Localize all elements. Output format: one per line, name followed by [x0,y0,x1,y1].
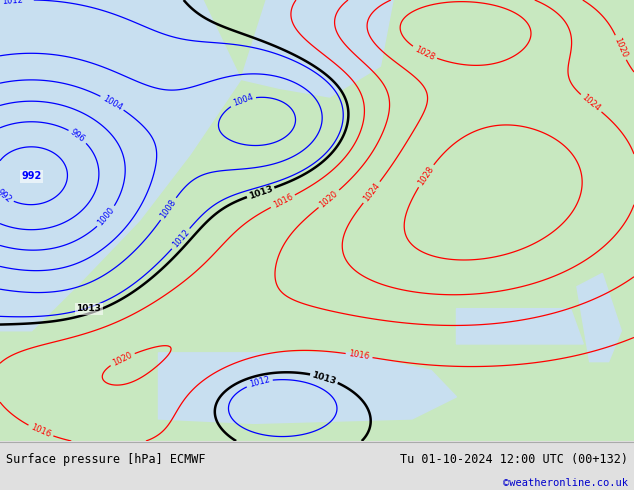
Polygon shape [0,0,241,331]
Text: 1013: 1013 [76,304,101,313]
Text: 1024: 1024 [580,93,602,114]
Text: 1004: 1004 [101,94,124,112]
Text: 1013: 1013 [247,184,274,200]
Text: 1008: 1008 [158,197,178,220]
Text: 1016: 1016 [271,193,294,210]
Polygon shape [456,309,583,344]
Text: 1013: 1013 [311,370,337,386]
Text: Tu 01-10-2024 12:00 UTC (00+132): Tu 01-10-2024 12:00 UTC (00+132) [399,453,628,466]
Text: 1028: 1028 [416,165,436,187]
Polygon shape [158,353,456,423]
Text: 1004: 1004 [231,93,254,108]
Text: ©weatheronline.co.uk: ©weatheronline.co.uk [503,478,628,488]
Text: 1024: 1024 [361,181,382,203]
Text: 1012: 1012 [2,0,23,6]
Text: 1016: 1016 [29,423,52,440]
Text: 1020: 1020 [318,189,340,209]
Text: 996: 996 [69,128,87,145]
Text: 1016: 1016 [348,349,370,362]
Text: Surface pressure [hPa] ECMWF: Surface pressure [hPa] ECMWF [6,453,206,466]
Text: 992: 992 [0,187,13,204]
Text: 1000: 1000 [96,206,117,227]
Text: 1028: 1028 [413,44,436,62]
Text: 1020: 1020 [612,36,629,59]
Text: 1012: 1012 [248,375,271,390]
Polygon shape [577,273,621,362]
Text: 1020: 1020 [111,350,134,368]
Text: 992: 992 [22,172,42,181]
Text: 1012: 1012 [171,228,191,249]
Polygon shape [241,0,393,97]
